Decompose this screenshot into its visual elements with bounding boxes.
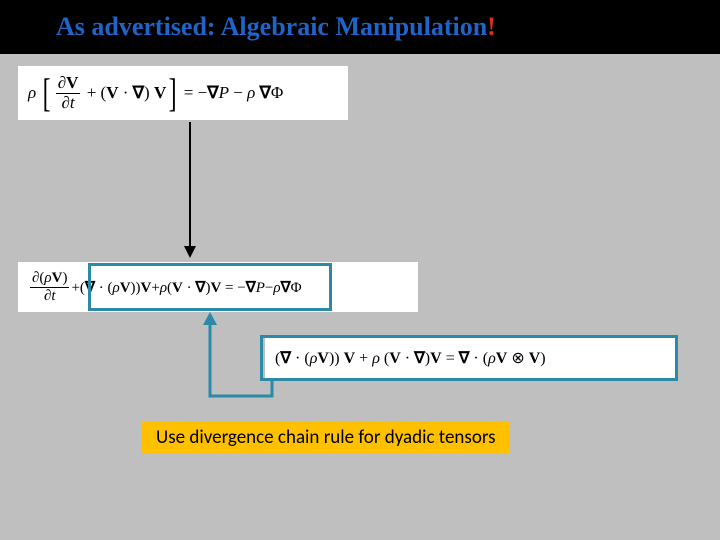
equation-3: (∇ · (ρV)) V + ρ (V · ∇)V = ∇ · (ρV ⊗ V)	[265, 338, 675, 378]
title-main: As advertised: Algebraic Manipulation	[56, 12, 487, 41]
title-exclaim: !	[487, 12, 496, 41]
title-bar: As advertised: Algebraic Manipulation!	[0, 0, 720, 54]
arrow-down	[180, 120, 200, 262]
slide-title: As advertised: Algebraic Manipulation!	[56, 12, 496, 42]
note-text: Use divergence chain rule for dyadic ten…	[156, 426, 496, 449]
note-chain-rule: Use divergence chain rule for dyadic ten…	[142, 422, 510, 453]
equation-2: ∂(ρV) ∂t +(∇ · (ρV))V+ρ(V · ∇)V = −∇P−ρ∇…	[18, 262, 418, 312]
equation-1: ρ [ ∂V ∂t + (V · ∇) V ] = −∇P − ρ ∇Φ	[18, 66, 348, 120]
